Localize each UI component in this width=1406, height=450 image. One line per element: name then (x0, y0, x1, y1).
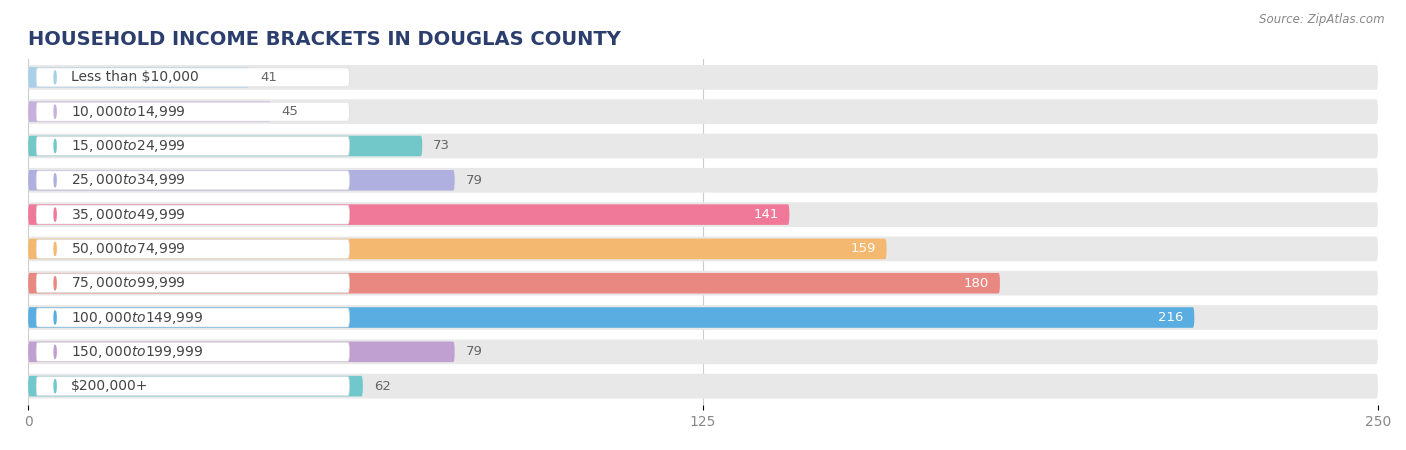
Text: 73: 73 (433, 140, 450, 153)
FancyBboxPatch shape (28, 134, 1378, 158)
Text: 180: 180 (965, 277, 990, 290)
FancyBboxPatch shape (28, 170, 454, 191)
FancyBboxPatch shape (28, 67, 249, 88)
Text: 62: 62 (374, 380, 391, 393)
Text: $150,000 to $199,999: $150,000 to $199,999 (72, 344, 204, 360)
Text: $15,000 to $24,999: $15,000 to $24,999 (72, 138, 186, 154)
FancyBboxPatch shape (28, 204, 789, 225)
Text: $200,000+: $200,000+ (72, 379, 149, 393)
FancyBboxPatch shape (28, 271, 1378, 296)
Text: HOUSEHOLD INCOME BRACKETS IN DOUGLAS COUNTY: HOUSEHOLD INCOME BRACKETS IN DOUGLAS COU… (28, 30, 621, 49)
Text: Less than $10,000: Less than $10,000 (72, 70, 200, 84)
FancyBboxPatch shape (28, 99, 1378, 124)
FancyBboxPatch shape (37, 377, 349, 396)
Circle shape (53, 71, 56, 84)
FancyBboxPatch shape (28, 101, 271, 122)
FancyBboxPatch shape (28, 342, 454, 362)
FancyBboxPatch shape (28, 305, 1378, 330)
Text: 45: 45 (281, 105, 298, 118)
FancyBboxPatch shape (37, 308, 349, 327)
Circle shape (53, 311, 56, 324)
Text: 159: 159 (851, 243, 876, 256)
FancyBboxPatch shape (28, 307, 1194, 328)
FancyBboxPatch shape (37, 342, 349, 361)
Text: $75,000 to $99,999: $75,000 to $99,999 (72, 275, 186, 291)
Circle shape (53, 208, 56, 221)
FancyBboxPatch shape (37, 274, 349, 292)
Text: 216: 216 (1159, 311, 1184, 324)
Circle shape (53, 140, 56, 153)
FancyBboxPatch shape (28, 136, 422, 156)
Text: 41: 41 (260, 71, 277, 84)
Circle shape (53, 174, 56, 187)
Circle shape (53, 380, 56, 393)
FancyBboxPatch shape (37, 239, 349, 258)
Text: Source: ZipAtlas.com: Source: ZipAtlas.com (1260, 14, 1385, 27)
FancyBboxPatch shape (28, 65, 1378, 90)
FancyBboxPatch shape (28, 273, 1000, 293)
FancyBboxPatch shape (28, 374, 1378, 399)
FancyBboxPatch shape (37, 136, 349, 155)
Text: 79: 79 (465, 345, 482, 358)
Text: $100,000 to $149,999: $100,000 to $149,999 (72, 310, 204, 325)
FancyBboxPatch shape (37, 171, 349, 190)
FancyBboxPatch shape (28, 202, 1378, 227)
Text: $10,000 to $14,999: $10,000 to $14,999 (72, 104, 186, 120)
Text: $35,000 to $49,999: $35,000 to $49,999 (72, 207, 186, 223)
Circle shape (53, 345, 56, 358)
FancyBboxPatch shape (37, 102, 349, 121)
Circle shape (53, 243, 56, 256)
Text: 141: 141 (754, 208, 779, 221)
Text: $25,000 to $34,999: $25,000 to $34,999 (72, 172, 186, 188)
FancyBboxPatch shape (28, 237, 1378, 261)
FancyBboxPatch shape (28, 238, 887, 259)
FancyBboxPatch shape (28, 376, 363, 396)
Text: 79: 79 (465, 174, 482, 187)
Text: $50,000 to $74,999: $50,000 to $74,999 (72, 241, 186, 257)
FancyBboxPatch shape (37, 68, 349, 87)
FancyBboxPatch shape (28, 168, 1378, 193)
FancyBboxPatch shape (37, 205, 349, 224)
Circle shape (53, 277, 56, 290)
FancyBboxPatch shape (28, 339, 1378, 364)
Circle shape (53, 105, 56, 118)
